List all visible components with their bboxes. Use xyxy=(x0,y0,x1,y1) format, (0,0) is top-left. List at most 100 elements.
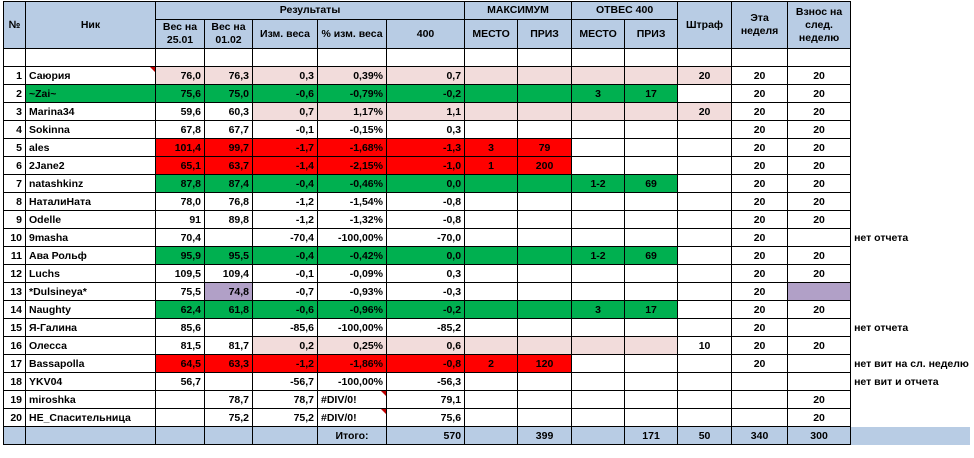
cell-c400[interactable]: 79,1 xyxy=(385,390,466,409)
cell-oz[interactable] xyxy=(624,138,679,157)
cell-next[interactable] xyxy=(787,372,852,391)
cell-n[interactable]: 16 xyxy=(3,336,26,355)
cell-mz[interactable] xyxy=(517,120,573,139)
cell-n[interactable]: 6 xyxy=(3,156,26,175)
cell-nick[interactable]: 9masha xyxy=(25,228,156,247)
cell-mz[interactable] xyxy=(517,228,573,247)
cell-mp[interactable] xyxy=(464,318,519,337)
cell-pct[interactable]: #DIV/0! xyxy=(317,390,387,409)
cell-fine[interactable] xyxy=(677,174,733,193)
cell-op[interactable] xyxy=(571,318,626,337)
cell-w2[interactable]: 89,8 xyxy=(204,210,253,229)
cell-nick[interactable]: *Dulsineya* xyxy=(25,282,156,301)
cell-ch[interactable]: -1,2 xyxy=(252,192,318,211)
cell-mz[interactable] xyxy=(517,318,573,337)
cell-pct[interactable]: 0,39% xyxy=(317,66,387,85)
cell-week[interactable]: 20 xyxy=(731,84,789,103)
cell-pct[interactable]: 0,25% xyxy=(317,336,387,355)
cell-n[interactable]: 20 xyxy=(3,408,26,427)
cell-w2[interactable]: 99,7 xyxy=(204,138,253,157)
cell-w2[interactable]: 95,5 xyxy=(204,246,253,265)
cell-pct[interactable]: -0,09% xyxy=(317,264,387,283)
cell-op[interactable] xyxy=(571,264,626,283)
cell-oz[interactable]: 69 xyxy=(624,174,679,193)
cell-fine[interactable] xyxy=(677,84,733,103)
cell-fine[interactable] xyxy=(677,192,733,211)
total-next[interactable]: 300 xyxy=(787,426,852,445)
cell-oz[interactable] xyxy=(624,282,679,301)
cell-op[interactable] xyxy=(571,336,626,355)
cell-n[interactable]: 8 xyxy=(3,192,26,211)
cell-next[interactable]: 20 xyxy=(787,102,852,121)
cell-fine[interactable] xyxy=(677,246,733,265)
cell-week[interactable]: 20 xyxy=(731,138,789,157)
cell-oz[interactable] xyxy=(624,192,679,211)
cell-op[interactable] xyxy=(571,210,626,229)
cell-w2[interactable]: 60,3 xyxy=(204,102,253,121)
cell-w2[interactable] xyxy=(204,318,253,337)
cell-mp[interactable] xyxy=(464,372,519,391)
cell-mp[interactable] xyxy=(464,390,519,409)
cell-op[interactable] xyxy=(571,120,626,139)
cell-week[interactable] xyxy=(731,372,789,391)
cell-week[interactable]: 20 xyxy=(731,156,789,175)
cell-mp[interactable] xyxy=(464,174,519,193)
cell-c400[interactable]: -0,8 xyxy=(385,210,466,229)
cell-mz[interactable] xyxy=(517,282,573,301)
cell-next[interactable]: 20 xyxy=(787,156,852,175)
cell-op[interactable] xyxy=(571,228,626,247)
cell-w1[interactable]: 59,6 xyxy=(155,102,205,121)
cell-ch[interactable]: -1,4 xyxy=(252,156,318,175)
cell-fine[interactable] xyxy=(677,138,733,157)
cell-mz[interactable] xyxy=(517,336,573,355)
cell-nick[interactable]: 2Jane2 xyxy=(25,156,156,175)
cell-c400[interactable]: -0,2 xyxy=(385,84,466,103)
cell-mp[interactable] xyxy=(464,282,519,301)
cell-nick[interactable]: Naughty xyxy=(25,300,156,319)
cell-op[interactable] xyxy=(571,408,626,427)
cell-c400[interactable]: -0,2 xyxy=(385,300,466,319)
cell-week[interactable]: 20 xyxy=(731,228,789,247)
total-label[interactable]: Итого: xyxy=(317,426,387,445)
cell-n[interactable]: 15 xyxy=(3,318,26,337)
cell-nick[interactable]: YKV04 xyxy=(25,372,156,391)
cell-fine[interactable] xyxy=(677,228,733,247)
cell-oz[interactable] xyxy=(624,66,679,85)
total-week[interactable]: 340 xyxy=(731,426,789,445)
cell-mz[interactable] xyxy=(517,210,573,229)
cell-n[interactable]: 14 xyxy=(3,300,26,319)
cell-next[interactable]: 20 xyxy=(787,408,852,427)
cell-nick[interactable]: Я-Галина xyxy=(25,318,156,337)
cell-w1[interactable] xyxy=(155,408,205,427)
total-fine[interactable]: 50 xyxy=(677,426,733,445)
cell-mp[interactable] xyxy=(464,408,519,427)
cell-pct[interactable]: -100,00% xyxy=(317,318,387,337)
cell-c400[interactable]: 0,0 xyxy=(385,246,466,265)
cell-pct[interactable]: -100,00% xyxy=(317,372,387,391)
cell-w2[interactable]: 74,8 xyxy=(204,282,253,301)
cell-mp[interactable]: 1 xyxy=(464,156,519,175)
cell-nick[interactable]: НЕ_Спасительница xyxy=(25,408,156,427)
cell-w2[interactable] xyxy=(204,372,253,391)
cell-nick[interactable]: Bassapolla xyxy=(25,354,156,373)
cell-week[interactable]: 20 xyxy=(731,66,789,85)
cell-pct[interactable]: -1,68% xyxy=(317,138,387,157)
cell-w1[interactable] xyxy=(155,390,205,409)
cell-ch[interactable]: -0,6 xyxy=(252,84,318,103)
cell-pct[interactable]: -0,96% xyxy=(317,300,387,319)
cell-pct[interactable]: -0,93% xyxy=(317,282,387,301)
cell-w1[interactable]: 78,0 xyxy=(155,192,205,211)
cell-ch[interactable]: -1,2 xyxy=(252,210,318,229)
cell-w2[interactable]: 75,0 xyxy=(204,84,253,103)
cell-mp[interactable] xyxy=(464,210,519,229)
cell-oz[interactable] xyxy=(624,372,679,391)
cell-n[interactable]: 4 xyxy=(3,120,26,139)
cell-w2[interactable]: 67,7 xyxy=(204,120,253,139)
cell-ch[interactable]: -0,1 xyxy=(252,264,318,283)
cell-nick[interactable]: Luchs xyxy=(25,264,156,283)
cell-w2[interactable]: 76,3 xyxy=(204,66,253,85)
cell-w1[interactable]: 75,6 xyxy=(155,84,205,103)
cell-mz[interactable] xyxy=(517,300,573,319)
cell-ch[interactable]: -0,4 xyxy=(252,246,318,265)
cell-ch[interactable]: -0,7 xyxy=(252,282,318,301)
